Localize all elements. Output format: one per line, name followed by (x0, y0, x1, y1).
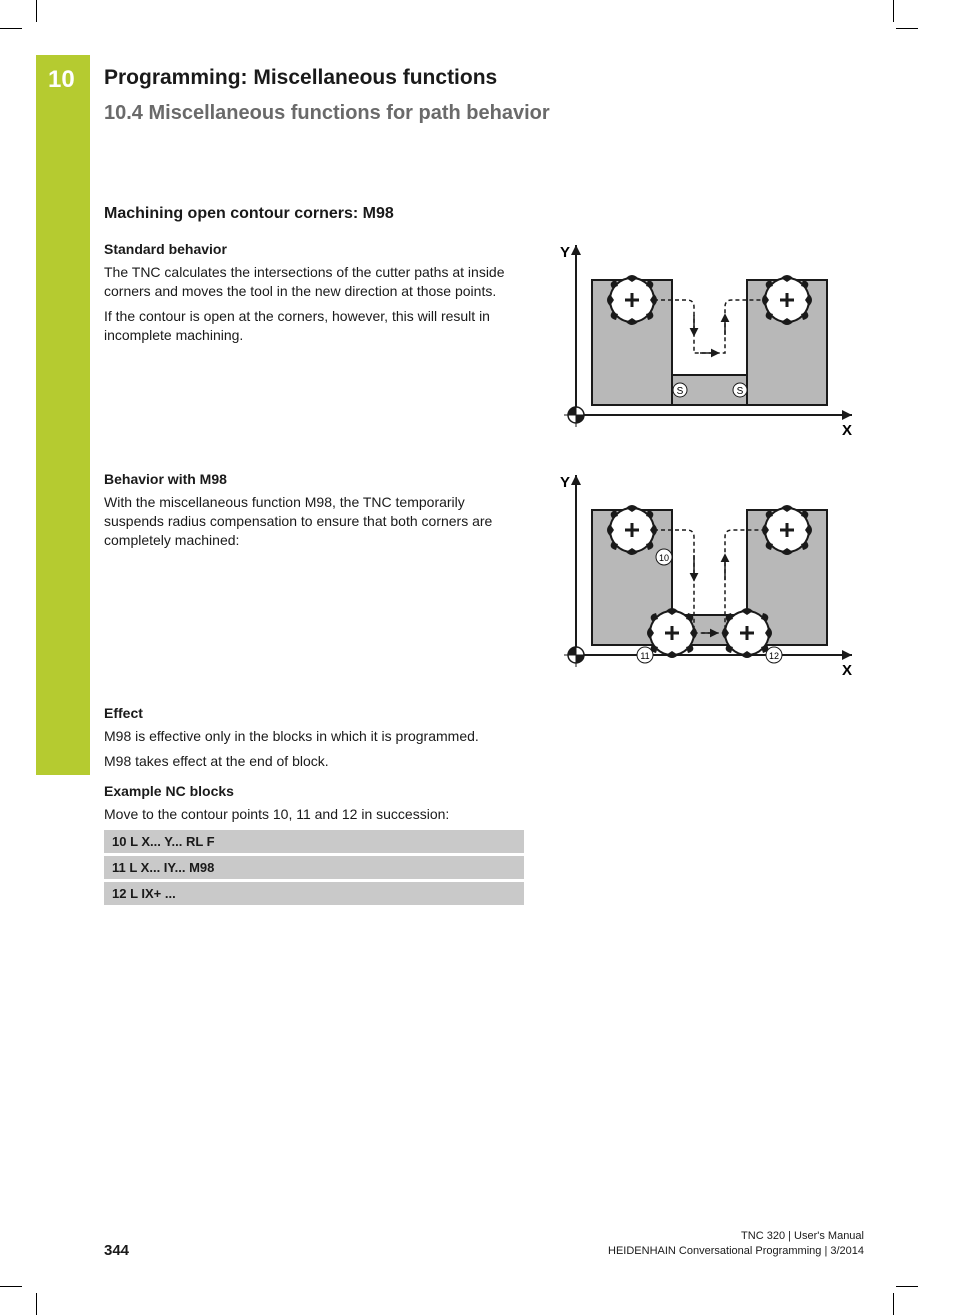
page-number: 344 (104, 1242, 129, 1259)
code-line: 12 L IX+ ... (104, 882, 524, 905)
axis-y-label: Y (560, 244, 570, 261)
diagram-m98-behavior: Y X 10 11 (552, 465, 874, 685)
sub-heading: Effect (104, 705, 524, 721)
point-label: 11 (640, 651, 649, 661)
body-text: If the contour is open at the corners, h… (104, 307, 524, 345)
label-s: S (737, 386, 744, 397)
sub-heading: Standard behavior (104, 241, 524, 257)
crop-mark (893, 1293, 894, 1315)
crop-mark (36, 0, 37, 22)
chapter-title: Programming: Miscellaneous functions (104, 66, 874, 90)
code-line: 10 L X... Y... RL F (104, 830, 524, 853)
code-line: 11 L X... IY... M98 (104, 856, 524, 879)
body-text: M98 is effective only in the blocks in w… (104, 727, 524, 746)
chapter-tab (36, 55, 90, 775)
point-label: 10 (659, 553, 669, 563)
crop-mark (896, 28, 918, 29)
sub-heading: Example NC blocks (104, 783, 524, 799)
body-text: The TNC calculates the intersections of … (104, 263, 524, 301)
body-text: M98 takes effect at the end of block. (104, 752, 524, 771)
point-label: 12 (769, 651, 779, 661)
footer-text: TNC 320 | User's Manual HEIDENHAIN Conve… (608, 1229, 864, 1259)
body-text: With the miscellaneous function M98, the… (104, 493, 524, 550)
label-s: S (677, 386, 684, 397)
crop-mark (893, 0, 894, 22)
axis-y-label: Y (560, 474, 570, 491)
chapter-number: 10 (48, 66, 75, 94)
axis-x-label: X (842, 662, 852, 679)
topic-heading: Machining open contour corners: M98 (104, 205, 874, 223)
crop-mark (0, 28, 22, 29)
crop-mark (896, 1286, 918, 1287)
body-text: Move to the contour points 10, 11 and 12… (104, 805, 524, 824)
section-title: 10.4 Miscellaneous functions for path be… (104, 102, 874, 125)
crop-mark (36, 1293, 37, 1315)
diagram-standard-behavior: Y X S S (552, 235, 874, 445)
sub-heading: Behavior with M98 (104, 471, 524, 487)
footer-line: TNC 320 | User's Manual (608, 1229, 864, 1244)
code-block: 10 L X... Y... RL F 11 L X... IY... M98 … (104, 830, 524, 905)
footer-line: HEIDENHAIN Conversational Programming | … (608, 1244, 864, 1259)
axis-x-label: X (842, 422, 852, 439)
crop-mark (0, 1286, 22, 1287)
